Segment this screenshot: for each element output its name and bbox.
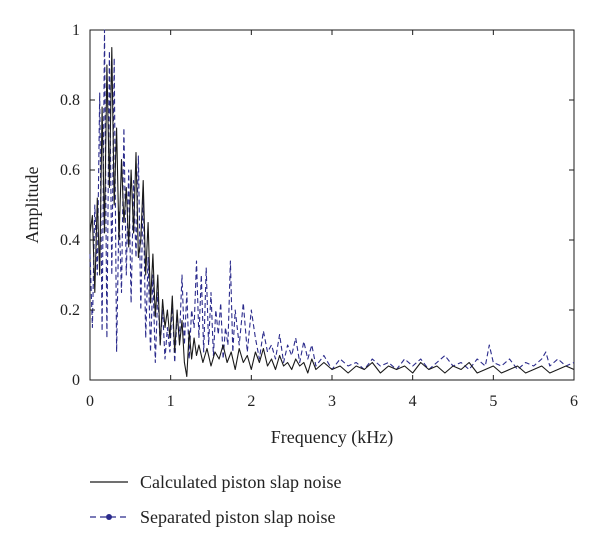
tick-labels-layer: 0 1 2 3 4 5 6 0 0.2 0.4 0.6 0.8 1 [60, 22, 578, 410]
x-tick-label: 6 [570, 393, 578, 410]
legend: Calculated piston slap noise Separated p… [90, 472, 341, 527]
series-line-0 [89, 46, 575, 378]
x-tick-label: 3 [328, 393, 336, 410]
y-tick-label: 0 [72, 372, 80, 389]
series-line-1 [89, 29, 575, 371]
y-tick-label: 0.6 [60, 162, 80, 179]
y-tick-label: 0.2 [60, 302, 80, 319]
x-tick-label: 2 [247, 393, 255, 410]
x-axis-label: Frequency (kHz) [271, 427, 393, 448]
y-axis-label: Amplitude [22, 166, 42, 243]
y-tick-label: 0.4 [60, 232, 80, 249]
legend-label-separated: Separated piston slap noise [140, 507, 335, 527]
ticks-layer [89, 29, 575, 381]
legend-label-calculated: Calculated piston slap noise [140, 472, 341, 492]
y-tick-label: 0.8 [60, 92, 80, 109]
legend-marker-separated [106, 514, 112, 520]
x-tick-label: 5 [489, 393, 497, 410]
x-tick-label: 4 [409, 393, 417, 410]
x-tick-label: 0 [86, 393, 94, 410]
series-layer [89, 29, 575, 378]
plot-area [89, 29, 575, 381]
x-tick-label: 1 [167, 393, 175, 410]
y-tick-label: 1 [72, 22, 80, 39]
